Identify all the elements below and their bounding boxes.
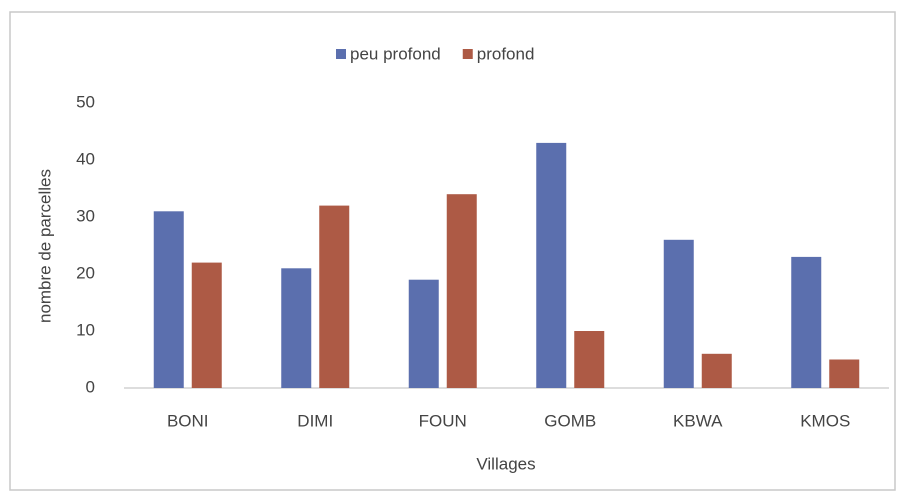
x-tick-label: BONI [167, 411, 209, 430]
bar [153, 211, 184, 388]
bar [191, 262, 222, 388]
legend-swatch [462, 49, 473, 59]
y-tick-label: 30 [76, 206, 95, 225]
bar [829, 359, 860, 388]
bar [536, 142, 567, 388]
x-tick-label: KMOS [800, 411, 850, 430]
y-tick-label: 40 [76, 149, 95, 168]
legend-label: profond [477, 44, 535, 63]
x-tick-label: DIMI [297, 411, 333, 430]
y-tick-label: 10 [76, 320, 95, 339]
bar [701, 353, 732, 388]
bar [663, 239, 694, 388]
legend-swatch [336, 49, 346, 59]
x-tick-label: FOUN [419, 411, 467, 430]
x-tick-label: GOMB [544, 411, 596, 430]
bar [319, 205, 350, 388]
x-tick-label: KBWA [673, 411, 723, 430]
y-axis-label: nombre de parcelles [35, 169, 54, 323]
legend-label: peu profond [350, 44, 441, 63]
bar [281, 268, 312, 388]
x-axis-label: Villages [476, 454, 535, 473]
bar [408, 279, 439, 388]
bar [574, 331, 605, 388]
y-tick-label: 50 [76, 92, 95, 111]
bar [791, 256, 822, 388]
y-tick-label: 20 [76, 263, 95, 282]
bar [446, 194, 477, 388]
y-tick-label: 0 [86, 377, 95, 396]
